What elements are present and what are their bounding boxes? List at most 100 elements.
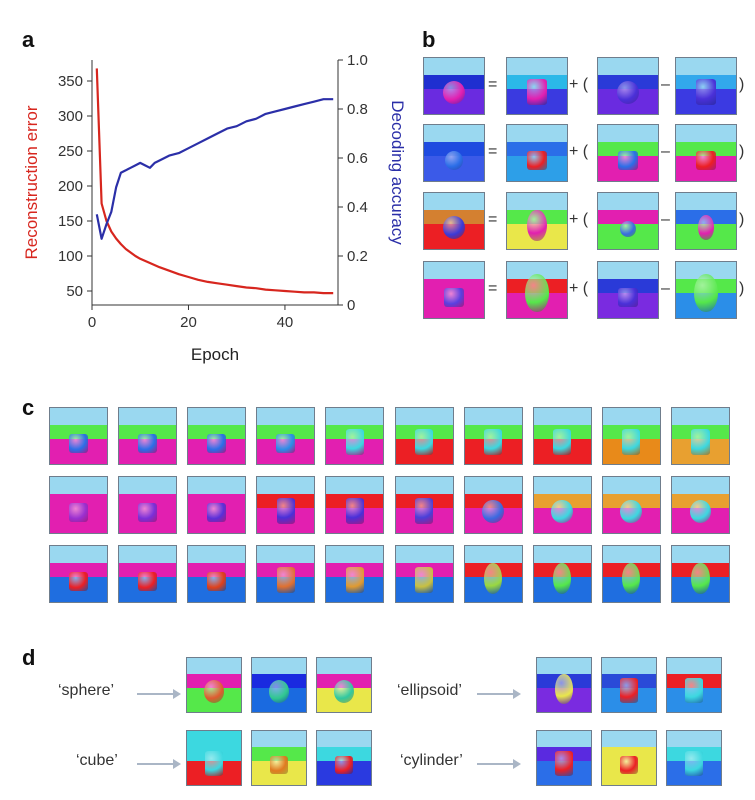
scene-band xyxy=(257,424,315,439)
scene-object xyxy=(345,429,364,455)
scene-object xyxy=(691,429,710,455)
scene-band xyxy=(188,424,246,439)
scene-band xyxy=(602,546,660,563)
scene-band xyxy=(667,731,721,748)
shape-label: ‘sphere’ xyxy=(58,682,115,699)
panel-c-thumbnail xyxy=(532,476,592,534)
panel-c-thumbnail xyxy=(49,407,108,465)
scene-object xyxy=(442,80,466,105)
scene-object xyxy=(698,214,714,240)
scene-object xyxy=(69,572,88,592)
x-tick-label: 20 xyxy=(180,314,197,331)
panel-c-thumbnail xyxy=(256,407,316,465)
y-tick-label-left: 150 xyxy=(58,213,83,230)
scene-object xyxy=(276,498,295,524)
scene-object xyxy=(207,503,227,523)
scene-band xyxy=(119,546,177,563)
panel-b-thumbnail xyxy=(423,192,485,250)
scene-object xyxy=(138,434,157,454)
scene-object xyxy=(414,498,434,524)
scene-object xyxy=(270,756,288,775)
x-tick-label: 0 xyxy=(88,314,96,331)
scene-object xyxy=(527,151,547,171)
y-tick-label-right: 0.6 xyxy=(347,150,368,167)
scene-object xyxy=(553,562,572,595)
minus-operator: – xyxy=(661,280,670,297)
scene-object xyxy=(622,562,641,595)
scene-object xyxy=(345,498,364,524)
scene-object xyxy=(618,151,638,171)
panel-c-thumbnail xyxy=(325,476,385,534)
reconstruction-decoding-chart: 0 20 40 50 100 150 200 250 300 350 0 0.2 0.4 0.6 0.8 1.… xyxy=(22,52,407,364)
scene-object xyxy=(69,503,88,523)
scene-object xyxy=(620,220,636,238)
scene-object xyxy=(527,79,547,105)
arrow-right-icon xyxy=(137,689,181,699)
panel-d-thumbnail xyxy=(601,730,657,786)
scene-object xyxy=(622,429,641,455)
y-tick-label-left: 200 xyxy=(58,178,83,195)
scene-object xyxy=(414,567,434,593)
scene-band xyxy=(252,731,306,748)
scene-band xyxy=(317,747,371,761)
scene-band xyxy=(602,477,660,494)
shape-label: ‘ellipsoid’ xyxy=(397,682,462,699)
x-tick-label: 40 xyxy=(277,314,294,331)
panel-c-thumbnail xyxy=(394,476,454,534)
scene-band xyxy=(188,546,246,563)
scene-band xyxy=(119,477,177,494)
scene-band xyxy=(598,58,658,75)
panel-letter-c: c xyxy=(22,395,35,420)
scene-band xyxy=(598,262,658,279)
shape-label: ‘cylinder’ xyxy=(400,752,463,769)
panel-b-thumbnail xyxy=(506,192,568,250)
panel-b-thumbnail xyxy=(423,57,485,115)
panel-c-thumbnail xyxy=(670,407,730,465)
series-line-reconstruction-error xyxy=(95,68,334,295)
scene-band xyxy=(676,141,736,156)
scene-band xyxy=(676,125,736,142)
equals-operator: = xyxy=(488,280,498,297)
scene-band xyxy=(119,424,177,439)
scene-band xyxy=(676,58,736,75)
scene-band xyxy=(50,424,107,439)
scene-band xyxy=(537,731,591,748)
scene-band xyxy=(598,278,658,293)
equals-operator: = xyxy=(488,143,498,160)
scene-object xyxy=(525,274,549,312)
panel-b-thumbnail xyxy=(675,261,737,319)
shape-label: ‘cube’ xyxy=(76,752,118,769)
y-tick-label-right: 0.2 xyxy=(347,248,368,265)
scene-band xyxy=(533,408,591,425)
panel-d-thumbnail xyxy=(601,657,657,713)
panel-b-thumbnail xyxy=(597,57,659,115)
scene-band xyxy=(50,493,107,508)
scene-object xyxy=(69,434,88,454)
panel-c-thumbnail xyxy=(49,545,108,603)
scene-band xyxy=(50,562,107,577)
scene-band xyxy=(602,731,656,748)
panel-b-thumbnail xyxy=(597,261,659,319)
panel-d-thumbnail xyxy=(251,657,307,713)
scene-object xyxy=(691,562,710,595)
y-axis-title-left: Reconstruction error xyxy=(22,105,41,259)
panel-c-thumbnail xyxy=(463,476,523,534)
scene-band xyxy=(326,477,384,494)
scene-band xyxy=(257,477,315,494)
scene-band xyxy=(317,731,371,748)
panel-b-thumbnail xyxy=(675,57,737,115)
plus-open-paren-operator: + ( xyxy=(569,211,589,228)
scene-object xyxy=(553,429,572,455)
scene-band xyxy=(317,658,371,675)
scene-object xyxy=(551,499,573,524)
plus-open-paren-operator: + ( xyxy=(569,76,589,93)
panel-letter-d: d xyxy=(22,645,36,670)
panel-d-thumbnail xyxy=(186,657,242,713)
y-tick-label-right: 0.8 xyxy=(347,101,368,118)
scene-object xyxy=(620,756,638,775)
scene-band xyxy=(676,193,736,210)
y-tick-label-left: 50 xyxy=(66,283,83,300)
scene-object xyxy=(483,562,503,595)
panel-d-thumbnail xyxy=(316,657,372,713)
scene-band xyxy=(602,408,660,425)
